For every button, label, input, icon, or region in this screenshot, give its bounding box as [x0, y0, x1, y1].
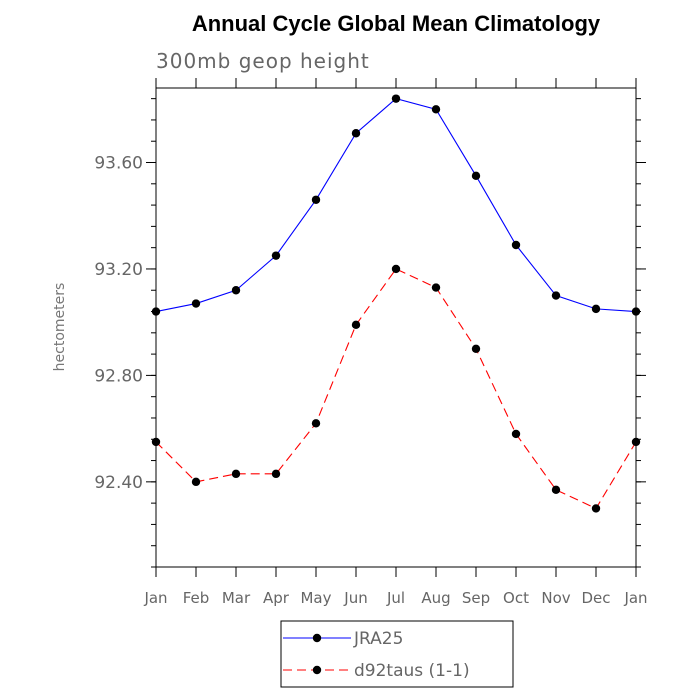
data-point [431, 283, 441, 292]
data-point [191, 299, 201, 308]
data-point [231, 286, 241, 295]
data-point [551, 291, 561, 300]
data-point [631, 307, 641, 316]
x-tick-label: Apr [263, 589, 290, 607]
x-tick-label: Jun [343, 589, 367, 607]
legend-label: JRA25 [353, 629, 403, 649]
data-point [231, 469, 241, 479]
data-point [511, 429, 521, 439]
data-point [471, 344, 481, 353]
x-tick-label: Dec [581, 589, 610, 607]
y-tick-label: 92.80 [94, 366, 143, 386]
x-tick-label: Jul [386, 589, 405, 607]
x-tick-label: Oct [503, 589, 529, 607]
x-tick-label: May [300, 589, 331, 607]
data-point [271, 469, 281, 479]
x-tick-label: Aug [421, 589, 450, 607]
data-point [431, 105, 441, 114]
data-point [591, 304, 601, 314]
data-point [311, 419, 321, 428]
data-point [351, 129, 361, 138]
y-axis-label: hectometers [52, 283, 68, 372]
data-point [151, 437, 161, 447]
data-point [551, 485, 561, 495]
series-line-1 [155, 268, 637, 510]
x-tick-label: Nov [541, 589, 570, 607]
x-tick-label: Feb [183, 589, 210, 607]
data-point [351, 320, 361, 330]
legend: JRA25 d92taus (1-1) [280, 620, 514, 688]
y-tick-label: 93.60 [94, 154, 143, 174]
legend-marker [312, 665, 322, 675]
data-point [191, 477, 201, 487]
x-tick-label: Mar [222, 589, 251, 607]
axes: 92.40 92.80 93.20 93.60 Jan Feb Mar Apr May Jun Ju… [94, 78, 648, 607]
y-tick-label: 93.20 [94, 260, 143, 280]
legend-marker [312, 633, 322, 643]
data-point [271, 251, 281, 260]
plot-frame [155, 87, 637, 568]
data-point [631, 437, 641, 447]
data-point [391, 94, 401, 103]
legend-label: d92taus (1-1) [354, 661, 470, 681]
series-line-0 [155, 98, 637, 313]
series-group [151, 94, 641, 513]
data-point [151, 307, 161, 316]
data-point [471, 171, 481, 181]
data-point [391, 264, 401, 274]
data-point [511, 240, 521, 250]
y-tick-label: 92.40 [94, 473, 143, 493]
chart-subtitle: 300mb geop height [156, 49, 370, 73]
data-point [311, 195, 321, 204]
chart-title: Annual Cycle Global Mean Climatology [192, 11, 601, 36]
x-tick-label: Jan [143, 589, 167, 607]
x-tick-label: Sep [462, 589, 490, 607]
legend-box [280, 620, 514, 688]
data-point [591, 504, 601, 513]
x-tick-label: Jan [623, 589, 647, 607]
